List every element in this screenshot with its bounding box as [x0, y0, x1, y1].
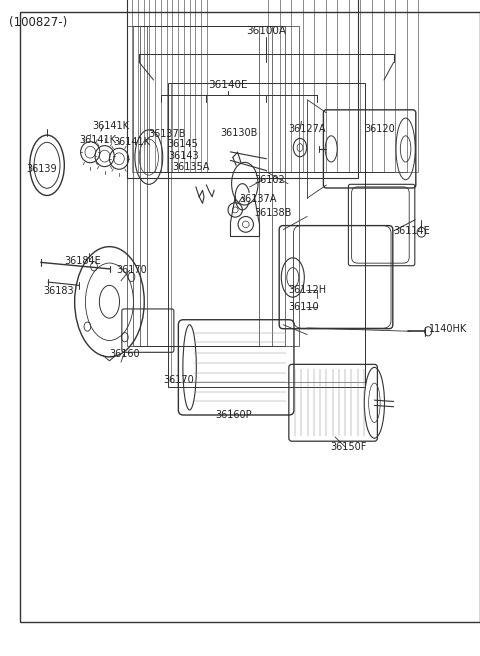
Text: 36137B: 36137B	[149, 129, 186, 139]
Text: 1140HK: 1140HK	[429, 324, 467, 335]
Bar	[133, 26, 272, 346]
Text: 36150F: 36150F	[330, 442, 367, 453]
Bar	[172, 0, 349, 172]
Bar	[168, 83, 365, 387]
Bar	[171, 83, 365, 382]
Bar	[138, 0, 280, 172]
Text: 36100A: 36100A	[246, 26, 287, 37]
Bar	[147, 26, 299, 346]
Text: 36170: 36170	[116, 265, 147, 276]
Text: 36140E: 36140E	[208, 80, 248, 91]
Bar	[207, 0, 418, 172]
Bar	[195, 0, 395, 172]
Bar	[127, 26, 259, 346]
Text: 36120: 36120	[365, 123, 396, 134]
Text: 36110: 36110	[288, 302, 319, 312]
Text: 36127A: 36127A	[288, 123, 325, 134]
Bar	[149, 0, 303, 172]
Text: 36141K: 36141K	[114, 136, 151, 147]
Text: 36114E: 36114E	[394, 226, 431, 236]
Text: 36137A: 36137A	[239, 194, 276, 205]
Bar	[140, 26, 285, 346]
Text: 36160P: 36160P	[215, 409, 252, 420]
Bar	[178, 0, 360, 172]
Bar	[144, 0, 291, 172]
Text: 36102: 36102	[254, 174, 285, 185]
Bar	[190, 0, 384, 172]
Text: 36112H: 36112H	[288, 285, 326, 295]
Text: (100827-): (100827-)	[9, 16, 67, 30]
Text: 36160: 36160	[109, 349, 140, 359]
Text: 36170: 36170	[163, 375, 194, 386]
Bar	[127, 0, 358, 178]
Text: 36145: 36145	[167, 139, 198, 150]
Text: 36141K: 36141K	[93, 121, 130, 131]
Text: 36139: 36139	[26, 164, 57, 174]
Text: 36184E: 36184E	[64, 256, 101, 266]
Text: 36141K: 36141K	[79, 134, 116, 145]
Bar	[201, 0, 407, 172]
Text: 36138B: 36138B	[254, 208, 292, 218]
Bar	[167, 0, 337, 172]
Text: 36130B: 36130B	[220, 128, 257, 138]
Bar	[132, 0, 268, 172]
Text: 36183: 36183	[43, 285, 74, 296]
Bar	[155, 0, 314, 172]
Text: 36143: 36143	[168, 151, 199, 161]
Text: 36135A: 36135A	[172, 162, 209, 173]
Bar	[161, 0, 326, 172]
Bar	[184, 0, 372, 172]
